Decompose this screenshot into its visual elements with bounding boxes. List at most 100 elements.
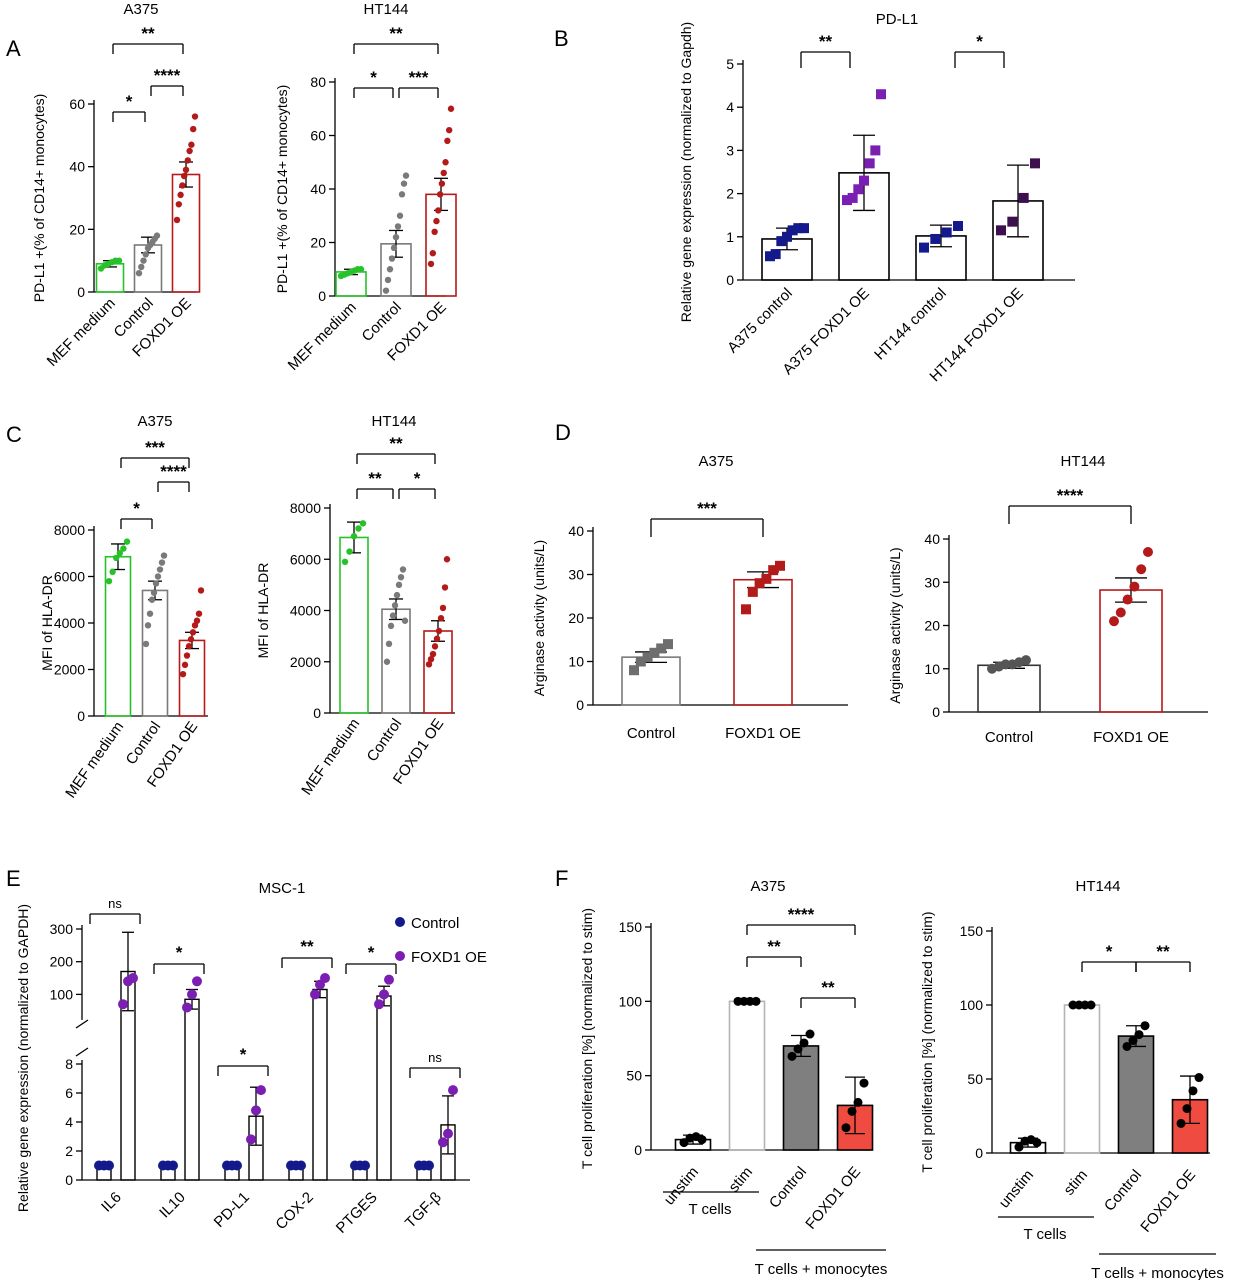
chart-f1-group-label: T cells — [688, 1201, 731, 1218]
chart-f1-point — [853, 1097, 863, 1107]
chart-d2-point — [1021, 655, 1031, 666]
chart-a1-point — [177, 191, 184, 199]
chart-e-point — [251, 1105, 261, 1116]
chart-d1-ytick-label: 30 — [568, 567, 584, 583]
chart-a1-point — [115, 257, 123, 264]
chart-a1-ytick-label: 60 — [69, 96, 85, 112]
chart-a2-point — [396, 212, 404, 219]
chart-c1-ytick-label: 4000 — [54, 615, 85, 631]
chart-c2-ytick-label: 6000 — [290, 551, 321, 567]
chart-c1-sig-label: **** — [160, 462, 187, 481]
chart-d2-ytick-label: 20 — [924, 618, 940, 634]
chart-c2-point — [435, 627, 443, 635]
chart-e-point — [320, 973, 330, 984]
chart-a1-point — [188, 141, 195, 148]
chart-e-category-label: IL10 — [156, 1189, 189, 1222]
chart-c2-point — [395, 581, 403, 589]
chart-a2-sig-label: * — [370, 68, 377, 87]
chart-a1-sig-label: ** — [141, 24, 155, 43]
chart-a2-point — [436, 191, 444, 198]
chart-b-point — [953, 221, 963, 231]
chart-f2-category-label: stim — [1060, 1167, 1091, 1199]
chart-c1-point — [158, 559, 166, 566]
chart-d2-ytick-label: 30 — [924, 574, 940, 590]
chart-c1-point — [154, 573, 162, 580]
chart-d1-bar — [733, 578, 793, 706]
chart-c1-point — [123, 538, 131, 545]
chart-b-title: PD-L1 — [876, 11, 919, 28]
chart-a2-point — [438, 180, 446, 187]
chart-b-point — [876, 89, 886, 100]
chart-f1-point — [859, 1078, 869, 1088]
chart-e-sig-label: * — [176, 943, 183, 962]
chart-f1-title: A375 — [750, 878, 785, 895]
chart-d1-point — [754, 578, 765, 589]
chart-b-point — [1018, 192, 1029, 203]
chart-f2-category-label: unstim — [996, 1167, 1037, 1212]
chart-e-point — [374, 999, 384, 1010]
chart-a1-point — [186, 147, 193, 155]
chart-f2-point — [1176, 1118, 1186, 1128]
chart-e-point — [379, 989, 389, 1000]
chart-d2-point — [1136, 564, 1147, 575]
chart-f1-point — [787, 1051, 797, 1061]
chart-d1-point — [768, 565, 779, 576]
chart-e-legend-marker — [395, 917, 405, 927]
chart-d2-sig-label: **** — [1057, 486, 1084, 505]
chart-a2-point — [392, 233, 400, 241]
chart-c1-point — [160, 552, 168, 559]
chart-d2-category-label: FOXD1 OE — [1093, 729, 1169, 746]
chart-c2-ytick-label: 4000 — [290, 603, 321, 619]
chart-c1-point — [189, 629, 197, 636]
chart-d1-point — [775, 560, 785, 571]
chart-e-sig-label: ns — [108, 896, 122, 911]
chart-a1-point — [175, 201, 182, 208]
chart-a1-ytick-label: 0 — [77, 284, 85, 300]
chart-e-axis-break — [75, 1019, 89, 1029]
chart-a1-point — [179, 182, 186, 189]
chart-f2-sig-label: * — [1106, 942, 1113, 961]
chart-a1-point — [182, 166, 190, 173]
chart-e-point — [128, 973, 138, 984]
chart-f1-category-label: stim — [725, 1164, 756, 1196]
chart-d1-point — [649, 647, 660, 658]
chart-b-point — [941, 227, 952, 238]
chart-c1-ytick-label: 2000 — [54, 662, 85, 678]
chart-c1-sig-label: * — [133, 499, 140, 518]
chart-e-point — [360, 1160, 370, 1171]
chart-f1-ytick-label: 150 — [619, 919, 643, 935]
chart-c2-point — [391, 602, 399, 609]
chart-c2-point — [387, 622, 395, 630]
chart-b-point — [776, 236, 787, 247]
chart-f1-category-label: Control — [766, 1164, 810, 1212]
chart-a1-point — [138, 263, 145, 271]
chart-e-point — [232, 1160, 242, 1171]
chart-a1-ylabel: PD-L1 +(% of CD14+ monocytes) — [31, 94, 47, 303]
chart-f1-bar — [782, 1045, 820, 1151]
chart-c2-point — [383, 658, 391, 665]
chart-b-point — [782, 231, 792, 242]
chart-f2-category-label: FOXD1 OE — [1137, 1167, 1199, 1236]
chart-a1-point — [142, 251, 149, 258]
chart-a2-sig-label: *** — [409, 68, 429, 87]
chart-a2-category-label: MEF medium — [285, 299, 360, 374]
chart-a2-ytick-label: 20 — [310, 235, 326, 251]
chart-f2-ytick-label: 100 — [960, 997, 984, 1013]
chart-d1-point — [741, 604, 751, 615]
chart-f1-point — [847, 1106, 857, 1116]
chart-e-ytick-label: 0 — [65, 1172, 73, 1188]
chart-f2-ytick-label: 150 — [960, 923, 984, 939]
chart-e-ytick-label: 100 — [50, 986, 74, 1002]
chart-a2-point — [388, 255, 396, 262]
chart-c1-point — [195, 610, 203, 617]
chart-f1-ytick-label: 50 — [626, 1068, 642, 1084]
chart-b-point — [799, 223, 809, 234]
chart-c1-point — [120, 545, 127, 552]
chart-b-point — [770, 249, 781, 260]
chart-e-ytick-label: 4 — [65, 1114, 73, 1130]
chart-f2-point — [1134, 1030, 1144, 1040]
chart-b-ytick-label: 4 — [726, 99, 734, 115]
chart-e-title: MSC-1 — [259, 880, 306, 897]
